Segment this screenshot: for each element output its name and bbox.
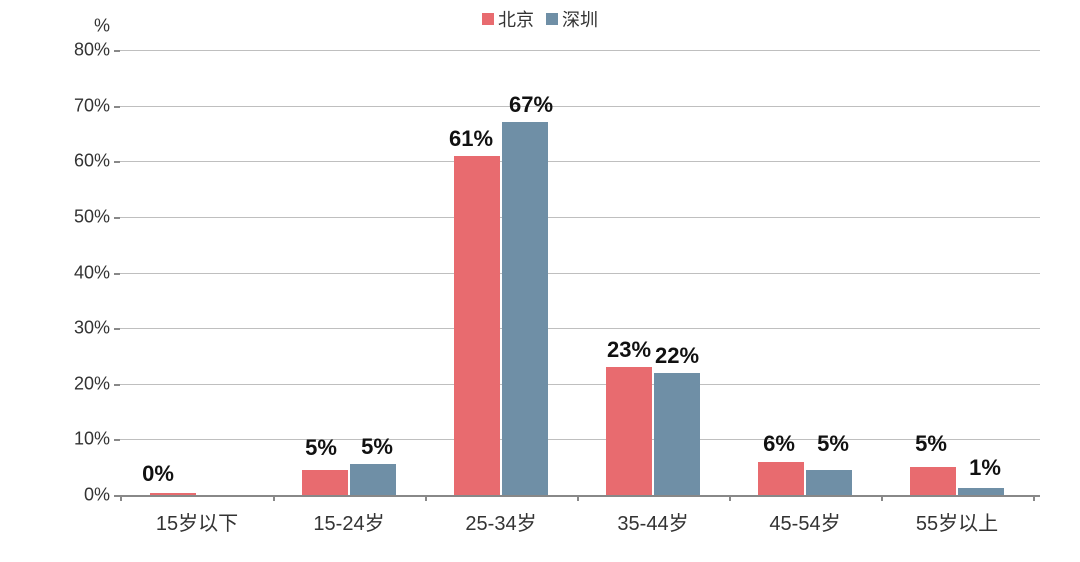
- bar: [910, 467, 956, 495]
- bar: [806, 470, 852, 495]
- grid-line: [120, 384, 1040, 385]
- y-tick-mark: [114, 217, 120, 219]
- bar: [958, 488, 1004, 495]
- x-tick-mark: [1033, 495, 1035, 501]
- value-label: 1%: [969, 455, 1001, 481]
- y-tick-mark: [114, 161, 120, 163]
- y-tick-mark: [114, 384, 120, 386]
- x-tick-label: 25-34岁: [465, 507, 536, 536]
- x-tick-label: 15-24岁: [313, 507, 384, 536]
- grid-line: [120, 106, 1040, 107]
- bar: [350, 464, 396, 495]
- y-tick-mark: [114, 439, 120, 441]
- legend: 北京 深圳: [0, 6, 1080, 32]
- grid-line: [120, 50, 1040, 51]
- grid-line: [120, 328, 1040, 329]
- grid-line: [120, 217, 1040, 218]
- bar: [302, 470, 348, 495]
- value-label: 5%: [817, 431, 849, 457]
- y-tick-label: 20%: [50, 373, 110, 394]
- y-axis-unit: %: [50, 16, 110, 37]
- x-tick-label: 45-54岁: [769, 507, 840, 536]
- grid-line: [120, 161, 1040, 162]
- plot-area: 0%10%20%30%40%50%60%70%80%%15岁以下0%15-24岁…: [120, 50, 1040, 497]
- grid-line: [120, 273, 1040, 274]
- bar: [758, 462, 804, 495]
- x-tick-mark: [881, 495, 883, 501]
- x-tick-mark: [120, 495, 122, 501]
- y-tick-label: 60%: [50, 151, 110, 172]
- value-label: 5%: [915, 431, 947, 457]
- bar: [502, 122, 548, 495]
- value-label: 0%: [142, 461, 174, 487]
- bar: [150, 493, 196, 495]
- y-tick-label: 70%: [50, 95, 110, 116]
- bar: [454, 156, 500, 495]
- value-label: 23%: [607, 337, 651, 363]
- x-tick-mark: [729, 495, 731, 501]
- value-label: 5%: [361, 434, 393, 460]
- legend-label: 深圳: [562, 6, 598, 32]
- y-tick-label: 40%: [50, 262, 110, 283]
- bar: [606, 367, 652, 495]
- legend-label: 北京: [498, 6, 534, 32]
- value-label: 67%: [509, 92, 553, 118]
- y-tick-label: 30%: [50, 318, 110, 339]
- value-label: 22%: [655, 343, 699, 369]
- x-tick-mark: [577, 495, 579, 501]
- y-tick-mark: [114, 328, 120, 330]
- legend-swatch: [546, 13, 558, 25]
- y-tick-mark: [114, 50, 120, 52]
- bar: [654, 373, 700, 495]
- value-label: 6%: [763, 431, 795, 457]
- y-tick-label: 80%: [50, 40, 110, 61]
- legend-item: 北京: [482, 6, 534, 32]
- value-label: 61%: [449, 126, 493, 152]
- value-label: 5%: [305, 435, 337, 461]
- x-tick-label: 55岁以上: [916, 507, 998, 536]
- y-tick-label: 0%: [50, 485, 110, 506]
- y-tick-label: 50%: [50, 206, 110, 227]
- legend-swatch: [482, 13, 494, 25]
- x-tick-label: 15岁以下: [156, 507, 238, 536]
- y-tick-mark: [114, 106, 120, 108]
- x-tick-mark: [273, 495, 275, 501]
- bar-chart: 北京深圳 0%10%20%30%40%50%60%70%80%%15岁以下0%1…: [0, 0, 1080, 562]
- grid-line: [120, 439, 1040, 440]
- legend-item: 深圳: [546, 6, 598, 32]
- x-tick-label: 35-44岁: [617, 507, 688, 536]
- y-tick-label: 10%: [50, 429, 110, 450]
- x-tick-mark: [425, 495, 427, 501]
- y-tick-mark: [114, 273, 120, 275]
